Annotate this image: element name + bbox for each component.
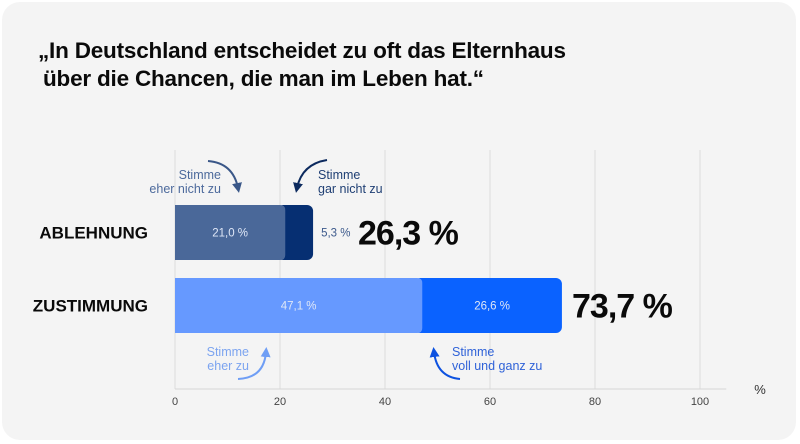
x-tick-label: 0 (172, 396, 178, 408)
total-label-ablehnung: 26,3 % (358, 215, 459, 253)
x-axis-unit-label: % (754, 382, 766, 397)
bar-segment (277, 205, 314, 260)
segment-value-label: 5,3 % (321, 228, 350, 240)
gridlines (174, 150, 701, 389)
bar-segment (175, 205, 286, 260)
annotation-eher-zu: Stimme eher zu (207, 345, 249, 373)
bar-segment (175, 278, 423, 333)
annotation-gar-nicht-zu: Stimme gar nicht zu (318, 168, 383, 196)
x-axis: 0 20 40 60 80 100% (172, 382, 766, 408)
x-tick-label: 80 (589, 396, 601, 408)
bar-segment (414, 278, 562, 333)
arrow-icon (429, 347, 461, 380)
bars (175, 205, 562, 333)
x-tick-label: 40 (379, 396, 391, 408)
annotations: Stimme eher nicht zu Stimme gar nicht zu Sti… (149, 159, 542, 380)
x-tick-label: 60 (484, 396, 496, 408)
x-tick-label: 100 (691, 396, 709, 408)
arrow-icon (207, 160, 242, 193)
category-label-zustimmung: ZUSTIMMUNG (33, 297, 148, 316)
segment-value-label: 21,0 % (212, 228, 248, 240)
category-label-ablehnung: ABLEHNUNG (39, 224, 148, 243)
chart-card (2, 2, 796, 440)
chart-title-line-2: über die Chancen, die man im Leben hat.“ (43, 66, 484, 91)
total-label-zustimmung: 73,7 % (572, 288, 673, 326)
labels: ABLEHNUNG ZUSTIMMUNG 21,0 % 5,3 % 47,1 % 26,6… (33, 215, 674, 326)
annotation-voll-und-ganz-zu: Stimme voll und ganz zu (452, 345, 542, 373)
x-tick-label: 20 (274, 396, 286, 408)
segment-value-label: 47,1 % (281, 301, 317, 313)
annotation-eher-nicht-zu: Stimme eher nicht zu (149, 168, 221, 196)
arrow-icon (237, 347, 271, 380)
arrow-icon (293, 159, 328, 193)
chart-title-line-1: „In Deutschland entscheidet zu oft das E… (38, 38, 566, 63)
segment-value-label: 26,6 % (474, 301, 510, 313)
chart-title: „In Deutschland entscheidet zu oft das E… (38, 37, 566, 93)
